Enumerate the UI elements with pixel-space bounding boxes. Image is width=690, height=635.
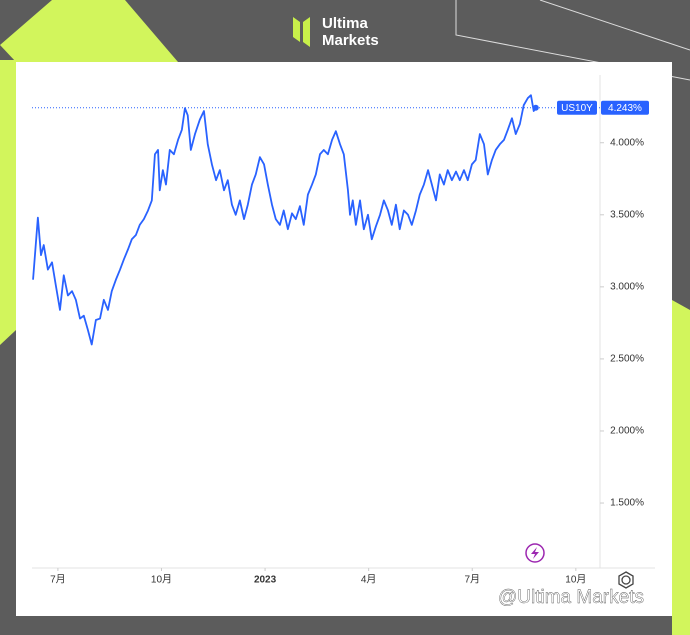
logo: Ultima Markets [293, 15, 379, 49]
line-series [32, 94, 537, 346]
chart-card [16, 62, 672, 616]
y-tick-label: 2.500% [610, 354, 644, 365]
last-point [532, 104, 539, 111]
event-icon[interactable] [525, 543, 545, 563]
watermark: @Ultima Markets [480, 587, 644, 608]
x-tick-label: 7月 [464, 574, 480, 586]
x-tick-label: 10月 [151, 574, 172, 586]
settings-icon[interactable] [621, 575, 631, 585]
accent-right [672, 300, 690, 635]
x-tick-label: 4月 [361, 574, 377, 586]
x-tick-label: 7月 [50, 574, 66, 586]
symbol-label: US10Y [561, 103, 593, 114]
price-badge [601, 100, 649, 115]
accent-left [0, 60, 16, 345]
y-tick-label: 4.000% [610, 137, 644, 148]
y-tick-label: 3.500% [610, 209, 644, 220]
x-tick-label: 2023 [254, 575, 277, 586]
x-tick-label: 10月 [565, 574, 586, 586]
event-bolt [531, 547, 539, 559]
y-tick-label: 1.500% [610, 498, 644, 509]
plot: 1.500% 2.000% 2.500% 3.000% 3.500% 4.000% 7月 10… [32, 94, 649, 586]
brand-line: Ultima [322, 15, 369, 32]
logo-bar [293, 17, 300, 42]
accent-shape [0, 0, 178, 62]
accent-cut [0, 0, 52, 45]
price-label: 4.243% [608, 103, 642, 114]
brand-line: Markets [322, 32, 379, 49]
watermark-text: @Ultima Markets [498, 587, 644, 608]
symbol-badge [557, 100, 597, 115]
y-tick-label: 2.000% [610, 426, 644, 437]
outline-decor [539, 0, 690, 51]
settings-outline [618, 571, 634, 589]
watermark-icon [480, 590, 496, 606]
y-tick-label: 3.000% [610, 281, 644, 292]
logo-bar [303, 17, 310, 47]
